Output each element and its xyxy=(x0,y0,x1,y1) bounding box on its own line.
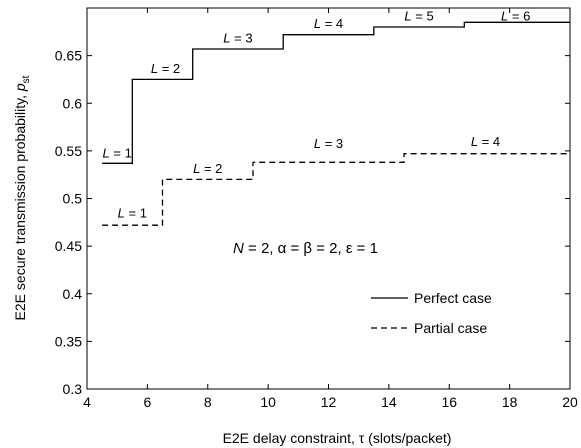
step-labels: L = 1 L = 2 L = 3 L = 4 L = 5 L = 6 L = 1 L = 2… xyxy=(103,8,531,220)
y-tick-label: 0.55 xyxy=(55,143,82,159)
series-layer xyxy=(102,21,570,226)
legend-label-perfect: Perfect case xyxy=(414,290,492,306)
x-tick-label: 18 xyxy=(502,394,518,410)
x-axis-label: E2E delay constraint, τ (slots/packet) xyxy=(223,430,452,446)
y-tick-label: 0.3 xyxy=(63,381,83,397)
step-label: L = 3 xyxy=(223,30,252,45)
step-label: L = 4 xyxy=(314,16,343,31)
y-tick-label: 0.6 xyxy=(63,95,83,111)
step-label: L = 2 xyxy=(151,61,180,76)
step-label: L = 6 xyxy=(501,8,530,23)
legend-label-partial: Partial case xyxy=(414,320,487,336)
x-tick-label: 16 xyxy=(441,394,457,410)
x-tick-label: 14 xyxy=(381,394,397,410)
x-tick-label: 8 xyxy=(204,394,212,410)
x-tick-label: 4 xyxy=(83,394,91,410)
y-axis-label: E2E secure transmission probability, pst xyxy=(12,75,32,320)
axis-ticks: 4 6 8 10 12 14 16 18 20 0.3 0.35 0.4 0.45 0.5 0.55 0.6 0… xyxy=(55,8,578,410)
x-tick-label: 20 xyxy=(562,394,578,410)
x-tick-label: 10 xyxy=(260,394,276,410)
y-tick-label: 0.4 xyxy=(63,286,83,302)
parameter-annotation: N = 2, α = β = 2, ε = 1 xyxy=(233,240,378,257)
legend: Perfect case Partial case xyxy=(371,290,492,336)
x-tick-label: 6 xyxy=(143,394,151,410)
step-label: L = 4 xyxy=(471,134,500,149)
step-label: L = 2 xyxy=(193,161,222,176)
y-tick-label: 0.35 xyxy=(55,333,82,349)
series-line-perfect xyxy=(102,21,570,164)
step-label: L = 3 xyxy=(314,136,343,151)
y-tick-label: 0.45 xyxy=(55,238,82,254)
y-tick-label: 0.5 xyxy=(63,191,83,207)
series-line-partial xyxy=(102,153,570,226)
step-label: L = 5 xyxy=(404,8,433,23)
step-label: L = 1 xyxy=(103,146,132,161)
step-label: L = 1 xyxy=(118,206,147,221)
x-tick-label: 12 xyxy=(321,394,337,410)
y-tick-label: 0.65 xyxy=(55,48,82,64)
